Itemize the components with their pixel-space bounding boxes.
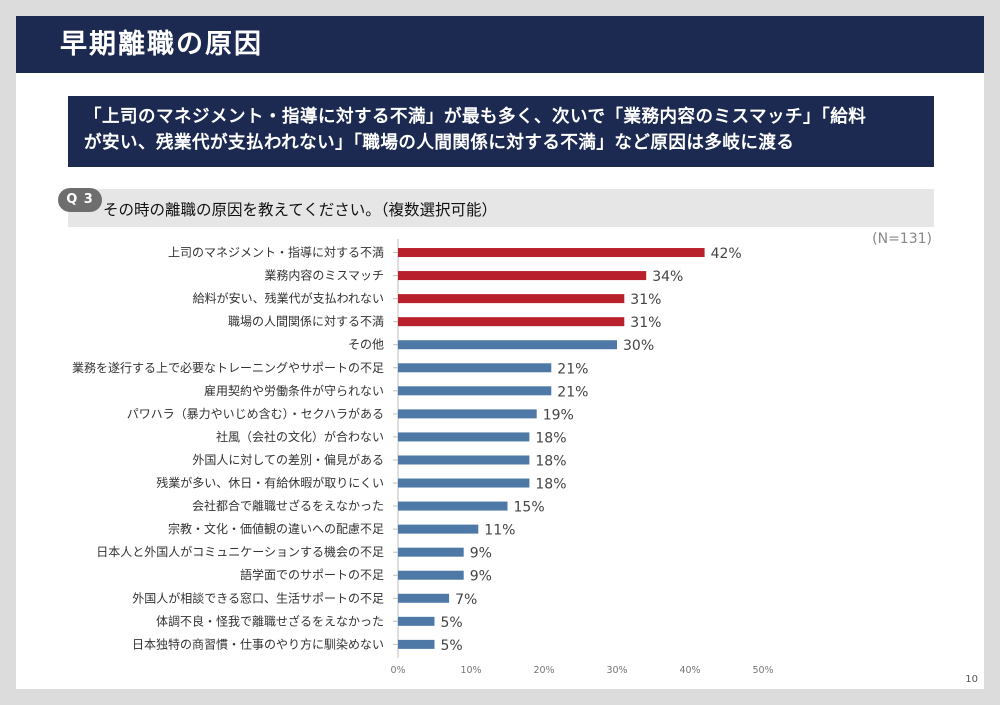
bar: [398, 409, 537, 419]
bar: [398, 570, 464, 580]
category-label: 雇用契約や労働条件が守られない: [204, 383, 384, 398]
bar: [398, 294, 625, 304]
page-number: 10: [965, 674, 978, 685]
bar: [398, 317, 625, 327]
category-label: 語学面でのサポートの不足: [240, 567, 384, 582]
bar: [398, 386, 552, 396]
category-label: 体調不良・怪我で離職せざるをえなかった: [156, 613, 384, 628]
value-label: 5%: [441, 615, 463, 631]
category-label: 外国人が相談できる窓口、生活サポートの不足: [132, 590, 384, 605]
value-label: 21%: [557, 361, 588, 377]
category-label: 社風（会社の文化）が合わない: [216, 429, 384, 444]
x-tick-label: 50%: [752, 665, 773, 676]
x-tick-label: 40%: [679, 665, 700, 676]
bar-chart: 上司のマネジメント・指導に対する不満 42% 業務内容のミスマッチ 34% 給料が安い、…: [72, 239, 774, 676]
bar: [398, 547, 464, 557]
value-label: 5%: [441, 638, 463, 654]
value-label: 19%: [543, 407, 574, 423]
value-label: 34%: [652, 269, 683, 285]
summary-box: 「上司のマネジメント・指導に対する不満」が最も多く、次いで「業務内容のミスマッチ…: [68, 96, 934, 167]
bar: [398, 455, 530, 465]
bar: [398, 524, 479, 534]
x-tick-label: 0%: [390, 665, 405, 676]
value-label: 31%: [630, 292, 661, 308]
value-label: 9%: [470, 569, 492, 585]
value-label: 18%: [535, 477, 566, 493]
bar: [398, 248, 705, 258]
category-label: 会社都合で離職せざるをえなかった: [192, 498, 384, 513]
bar: [398, 432, 530, 442]
category-label: パワハラ（暴力やいじめ含む）・セクハラがある: [127, 406, 384, 421]
bar: [398, 478, 530, 488]
bar: [398, 593, 450, 603]
question-text: その時の離職の原因を教えてください。（複数選択可能）: [103, 201, 498, 219]
value-label: 18%: [535, 430, 566, 446]
category-label: 職場の人間関係に対する不満: [228, 315, 384, 329]
page-title: 早期離職の原因: [60, 29, 263, 60]
value-label: 7%: [455, 592, 477, 608]
category-label: 残業が多い、休日・有給休暇が取りにくい: [156, 475, 384, 490]
value-label: 18%: [535, 453, 566, 469]
value-label: 21%: [557, 384, 588, 400]
sample-size-label: (N=131): [872, 231, 932, 247]
value-label: 30%: [623, 338, 654, 354]
category-label: その他: [348, 338, 384, 352]
category-label: 給料が安い、残業代が支払われない: [193, 291, 384, 306]
bar: [398, 340, 617, 350]
bar: [398, 271, 647, 281]
value-label: 15%: [514, 500, 545, 516]
question-bar: [68, 189, 934, 227]
value-label: 42%: [711, 246, 742, 262]
category-label: 上司のマネジメント・指導に対する不満: [168, 245, 384, 260]
bar: [398, 363, 552, 373]
x-tick-label: 20%: [533, 665, 554, 676]
value-label: 31%: [630, 315, 661, 331]
bar: [398, 639, 435, 649]
bar: [398, 616, 435, 626]
x-tick-label: 10%: [460, 665, 481, 676]
value-label: 9%: [470, 546, 492, 562]
slide: 早期離職の原因 「上司のマネジメント・指導に対する不満」が最も多く、次いで「業務…: [16, 16, 984, 689]
x-tick-label: 30%: [606, 665, 627, 676]
summary-line-2: が安い、残業代が支払われない」「職場の人間関係に対する不満」など原因は多岐に渡る: [84, 133, 795, 153]
value-label: 11%: [484, 523, 515, 539]
category-label: 日本独特の商習慣・仕事のやり方に馴染めない: [132, 636, 384, 651]
category-label: 外国人に対しての差別・偏見がある: [192, 452, 384, 467]
category-label: 日本人と外国人がコミュニケーションする機会の不足: [96, 544, 384, 559]
bar: [398, 501, 508, 511]
category-label: 業務を遂行する上で必要なトレーニングやサポートの不足: [72, 361, 384, 375]
summary-line-1: 「上司のマネジメント・指導に対する不満」が最も多く、次いで「業務内容のミスマッチ…: [84, 107, 867, 127]
question-badge: Q 3: [58, 188, 102, 212]
title-bar: 早期離職の原因: [16, 16, 984, 73]
category-label: 宗教・文化・価値観の違いへの配慮不足: [168, 521, 384, 536]
category-label: 業務内容のミスマッチ: [264, 268, 384, 283]
